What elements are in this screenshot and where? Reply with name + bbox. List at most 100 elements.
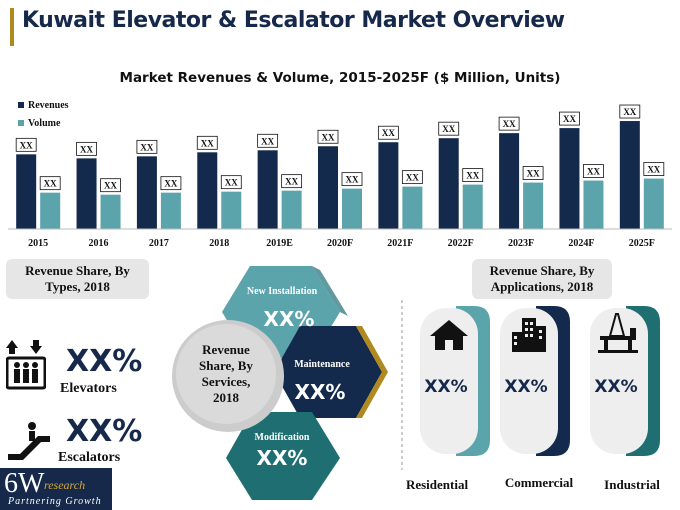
data-label-box-revenues-2018: [196, 135, 218, 150]
industrial-share: XX%: [594, 377, 638, 397]
data-label-box-volume-2024F: [583, 164, 604, 178]
x-tick-2025F: 2025F: [629, 238, 655, 249]
bar-volume-2019E: [281, 190, 302, 229]
bar-revenues-2021F: [378, 142, 399, 229]
x-tick-2018: 2018: [209, 238, 229, 249]
bar-revenues-2015: [16, 154, 37, 229]
services-center-inner: [176, 324, 276, 424]
data-label-revenues-2021F: XX: [382, 128, 395, 138]
data-label-revenues-2023F: XX: [503, 119, 516, 129]
x-tick-2024F: 2024F: [568, 238, 594, 249]
applications-heading-line1: Revenue Share, By: [489, 263, 595, 278]
title-accent-bar: [10, 8, 14, 46]
applications-heading: Revenue Share, By Applications, 2018: [472, 259, 612, 299]
data-label-box-revenues-2021F: [377, 125, 399, 140]
data-label-volume-2015: XX: [44, 179, 57, 189]
data-label-box-volume-2022F: [462, 168, 484, 182]
data-label-box-revenues-2022F: [438, 121, 460, 136]
service-share-maintenance: XX%: [295, 380, 346, 404]
bar-volume-2024F: [583, 180, 604, 229]
data-label-volume-2021F: XX: [406, 173, 419, 183]
services-center-line1: Revenue: [202, 342, 250, 357]
services-center-line2: Share, By: [199, 358, 253, 373]
data-label-box-volume-2021F: [401, 170, 423, 185]
data-label-box-volume-2017: [160, 176, 182, 191]
oil-rig-icon: [598, 313, 638, 353]
data-label-revenues-2022F: XX: [442, 124, 455, 134]
application-card-residential: [420, 306, 490, 456]
data-label-revenues-2017: XX: [140, 142, 153, 152]
x-tick-2021F: 2021F: [387, 238, 413, 249]
escalator-icon: [6, 420, 52, 464]
chart-title: Market Revenues & Volume, 2015-2025F ($ …: [120, 70, 561, 86]
data-label-box-volume-2018: [220, 175, 242, 190]
hex-new-installation-edge: [312, 266, 348, 316]
bar-volume-2021F: [402, 186, 423, 229]
elevators-label: Elevators: [60, 381, 117, 396]
bar-volume-2025F: [643, 178, 664, 229]
bar-revenues-2023F: [499, 133, 520, 229]
applications-divider: [401, 300, 403, 470]
data-label-revenues-2020F: XX: [322, 132, 335, 142]
types-heading: Revenue Share, By Types, 2018: [6, 259, 149, 299]
bar-volume-2022F: [462, 184, 483, 229]
logo-main: 6W: [4, 468, 45, 499]
data-label-box-revenues-2023F: [498, 116, 520, 131]
legend-label-volume: Volume: [28, 118, 61, 129]
data-label-revenues-2018: XX: [201, 138, 214, 148]
bar-revenues-2022F: [438, 138, 459, 229]
bar-volume-2023F: [523, 182, 544, 229]
bar-volume-2015: [40, 192, 61, 229]
data-label-box-volume-2015: [39, 176, 61, 191]
legend-label-revenues: Revenues: [28, 100, 69, 111]
elevator-icon: [5, 338, 47, 394]
bar-volume-2016: [100, 194, 121, 229]
data-label-revenues-2025F: XX: [623, 107, 636, 117]
data-label-volume-2025F: XX: [647, 165, 660, 175]
data-label-volume-2016: XX: [104, 181, 117, 191]
data-label-box-revenues-2025F: [619, 104, 641, 119]
legend-swatch-volume: [18, 120, 24, 126]
data-label-box-revenues-2016: [76, 141, 97, 156]
bar-revenues-2020F: [318, 146, 338, 229]
revenue-volume-chart: Market Revenues & Volume, 2015-2025F ($ …: [8, 70, 672, 249]
data-label-volume-2020F: XX: [346, 175, 359, 185]
legend-swatch-revenues: [18, 102, 24, 108]
bar-volume-2020F: [342, 188, 362, 229]
data-label-box-revenues-2015: [15, 137, 37, 152]
bar-volume-2018: [221, 191, 242, 229]
application-card-industrial: [590, 306, 660, 456]
elevators-share: XX%: [66, 344, 143, 379]
service-share-new-installation: XX%: [264, 307, 315, 331]
data-label-box-volume-2023F: [522, 166, 544, 180]
data-label-volume-2019E: XX: [285, 177, 298, 187]
data-label-box-revenues-2017: [136, 139, 158, 154]
types-heading-line1: Revenue Share, By: [25, 263, 130, 278]
applications-heading-line2: Applications, 2018: [490, 279, 594, 294]
types-heading-line2: Types, 2018: [45, 279, 110, 294]
data-label-volume-2022F: XX: [466, 171, 479, 181]
commercial-label: Commercial: [504, 475, 574, 490]
data-label-box-revenues-2020F: [317, 129, 339, 144]
bar-volume-2017: [160, 192, 181, 229]
bar-revenues-2016: [76, 158, 97, 229]
x-tick-2015: 2015: [28, 238, 48, 249]
logo-tagline: Partnering Growth: [8, 496, 102, 507]
house-icon: [430, 320, 468, 350]
application-card-commercial: [500, 306, 570, 456]
chart-legend: Revenues Volume: [18, 100, 69, 129]
x-tick-2017: 2017: [149, 238, 169, 249]
services-diagram: New Installation XX% Maintenance XX% Mod…: [172, 266, 388, 500]
hex-maintenance-edge: [356, 326, 388, 418]
data-label-box-volume-2025F: [643, 162, 665, 176]
data-label-box-volume-2019E: [281, 174, 303, 189]
service-share-modification: XX%: [257, 446, 308, 470]
hex-modification: [226, 412, 340, 500]
data-label-volume-2024F: XX: [587, 167, 600, 177]
data-label-volume-2023F: XX: [527, 169, 540, 179]
x-tick-2020F: 2020F: [327, 238, 353, 249]
chart-bars: XX XX XX XX XX XX XX XX XX XX XX XX XX XX XX XX XX XX XX XX…: [15, 104, 665, 229]
data-label-volume-2018: XX: [225, 178, 238, 188]
data-label-box-volume-2016: [100, 178, 121, 193]
services-center-line3: Services,: [202, 374, 251, 389]
